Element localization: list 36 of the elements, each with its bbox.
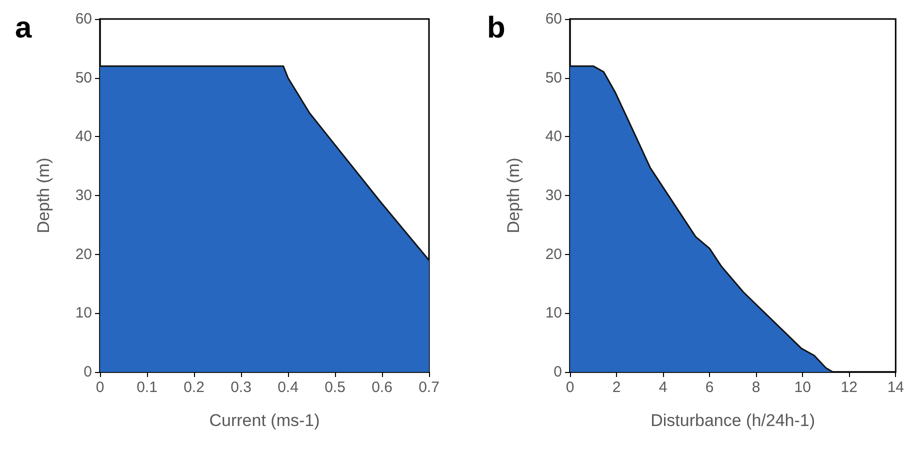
y-tick-label: 60 — [75, 10, 92, 28]
y-tick-label: 40 — [75, 128, 92, 146]
x-axis-title: Disturbance (h/24h-1) — [650, 411, 816, 430]
x-tick-label: 0.5 — [324, 379, 346, 396]
x-tick-label: 0.2 — [184, 379, 204, 396]
y-tick-label: 10 — [545, 304, 562, 322]
y-tick-label: 0 — [84, 364, 92, 380]
x-axis-title: Current (ms-1) — [209, 411, 320, 430]
x-tick-label: 10 — [794, 379, 811, 396]
x-tick-label: 6 — [705, 379, 714, 396]
y-tick-label: 30 — [75, 187, 92, 204]
x-tick-label: 0 — [566, 379, 574, 396]
chart-title: a — [15, 12, 32, 44]
y-tick-label: 0 — [554, 364, 562, 380]
x-tick-label: 0.3 — [230, 379, 252, 396]
x-tick-label: 14 — [887, 379, 904, 396]
x-tick-label: 8 — [752, 379, 760, 396]
chart-title: b — [487, 12, 506, 44]
x-tick-label: 2 — [612, 379, 621, 396]
y-tick-label: 30 — [545, 187, 562, 204]
y-tick-label: 60 — [545, 10, 562, 28]
y-tick-label: 20 — [545, 246, 562, 263]
y-tick-label: 20 — [75, 246, 92, 263]
x-tick-label: 4 — [658, 379, 668, 396]
y-tick-label: 40 — [545, 128, 562, 146]
x-tick-label: 0.7 — [418, 379, 440, 396]
y-tick-label: 10 — [75, 304, 92, 322]
x-tick-label: 0.6 — [372, 379, 392, 396]
y-tick-label: 50 — [545, 69, 562, 86]
x-tick-label: 0.1 — [136, 379, 158, 396]
x-tick-label: 12 — [840, 379, 858, 396]
x-tick-label: 0 — [96, 379, 104, 396]
y-tick-label: 50 — [75, 69, 92, 86]
y-axis-title: Depth (m) — [504, 158, 523, 234]
y-axis-title: Depth (m) — [34, 158, 53, 234]
x-tick-label: 0.4 — [278, 379, 298, 396]
